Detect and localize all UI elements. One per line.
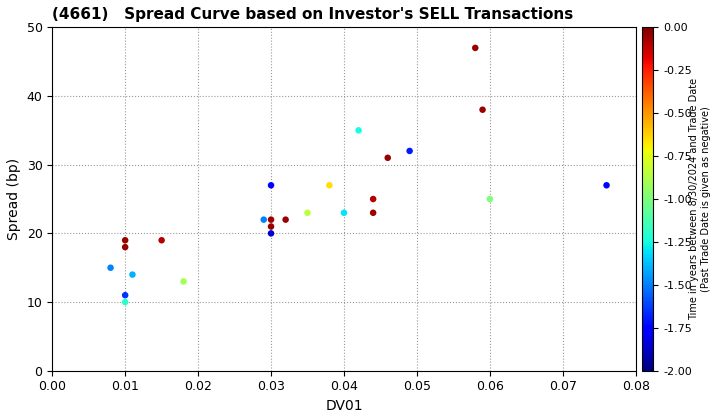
X-axis label: DV01: DV01 (325, 399, 363, 413)
Point (265, 223, 276, 230)
Point (477, 106, 488, 113)
Point (353, 127, 364, 134)
Y-axis label: Time in years between 8/30/2024 and Trade Date
(Past Trade Date is given as nega: Time in years between 8/30/2024 and Trad… (689, 78, 711, 320)
Point (600, 182, 612, 189)
Point (280, 216, 292, 223)
Point (367, 196, 379, 202)
Point (404, 147, 415, 154)
Point (156, 237, 167, 244)
Point (105, 264, 117, 271)
Point (484, 196, 495, 202)
Point (178, 278, 189, 285)
Point (382, 155, 394, 161)
Point (120, 292, 131, 299)
Point (265, 182, 276, 189)
Point (338, 210, 350, 216)
Point (120, 244, 131, 250)
Point (367, 210, 379, 216)
Point (120, 299, 131, 305)
Text: (4661)   Spread Curve based on Investor's SELL Transactions: (4661) Spread Curve based on Investor's … (53, 7, 573, 22)
Y-axis label: Spread (bp): Spread (bp) (7, 158, 21, 240)
Point (120, 237, 131, 244)
Point (127, 271, 138, 278)
Point (323, 182, 335, 189)
Point (302, 210, 313, 216)
Point (469, 45, 481, 51)
Point (258, 216, 269, 223)
Point (265, 230, 276, 237)
Point (265, 216, 276, 223)
